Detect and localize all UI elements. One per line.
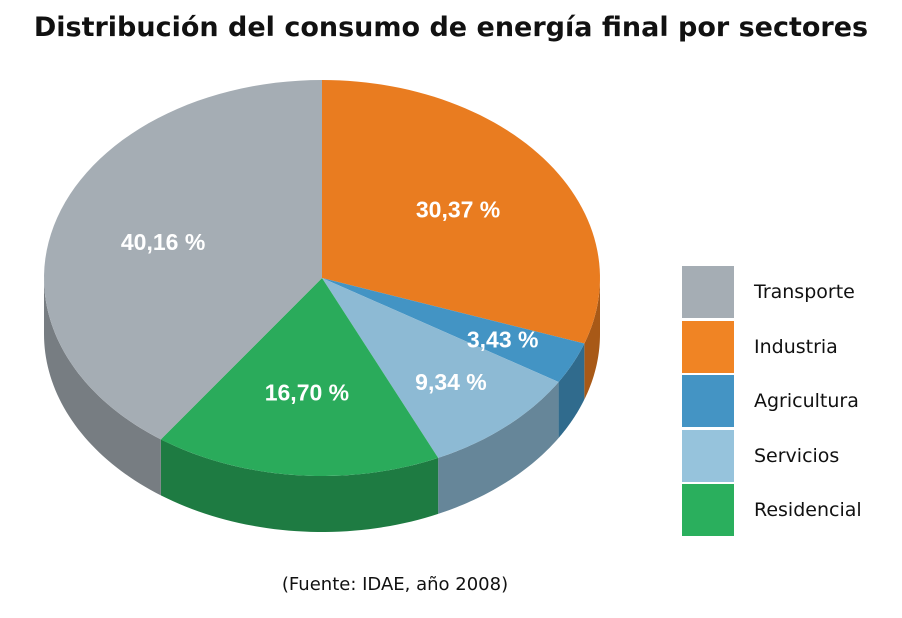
side-servicios [438, 381, 559, 514]
legend-label: Residencial [754, 499, 862, 522]
legend-item-transporte: Transporte [682, 265, 862, 320]
data-label-servicios: 9,34 % [415, 369, 487, 395]
legend-label: Servicios [754, 444, 840, 467]
legend-item-industria: Industria [682, 320, 862, 375]
slice-industria [322, 80, 600, 344]
legend-label: Transporte [754, 281, 855, 304]
legend: Transporte Industria Agricultura Servici… [682, 265, 862, 538]
legend-swatch [682, 484, 734, 537]
legend-label: Agricultura [754, 390, 859, 413]
source-note: (Fuente: IDAE, año 2008) [281, 574, 509, 595]
slice-transporte [44, 80, 323, 440]
chart-title: Distribución del consumo de energía fina… [33, 12, 869, 43]
side-residencial [160, 439, 439, 532]
legend-swatch [682, 429, 734, 482]
legend-item-servicios: Servicios [682, 429, 862, 484]
side-agricultura [558, 343, 585, 438]
slice-servicios [322, 278, 559, 458]
legend-label: Industria [754, 335, 838, 358]
legend-item-residencial: Residencial [682, 483, 862, 538]
data-label-industria: 30,37 % [416, 196, 500, 222]
legend-swatch [682, 320, 734, 373]
side-transporte [44, 278, 161, 496]
legend-swatch [682, 375, 734, 428]
legend-swatch [682, 266, 734, 319]
side-industria [584, 278, 600, 400]
data-label-transporte: 40,16 % [121, 229, 205, 255]
data-label-residencial: 16,70 % [265, 379, 349, 405]
legend-item-agricultura: Agricultura [682, 374, 862, 429]
slice-agricultura [322, 278, 585, 382]
data-label-agricultura: 3,43 % [467, 326, 539, 352]
slice-residencial [160, 278, 439, 476]
